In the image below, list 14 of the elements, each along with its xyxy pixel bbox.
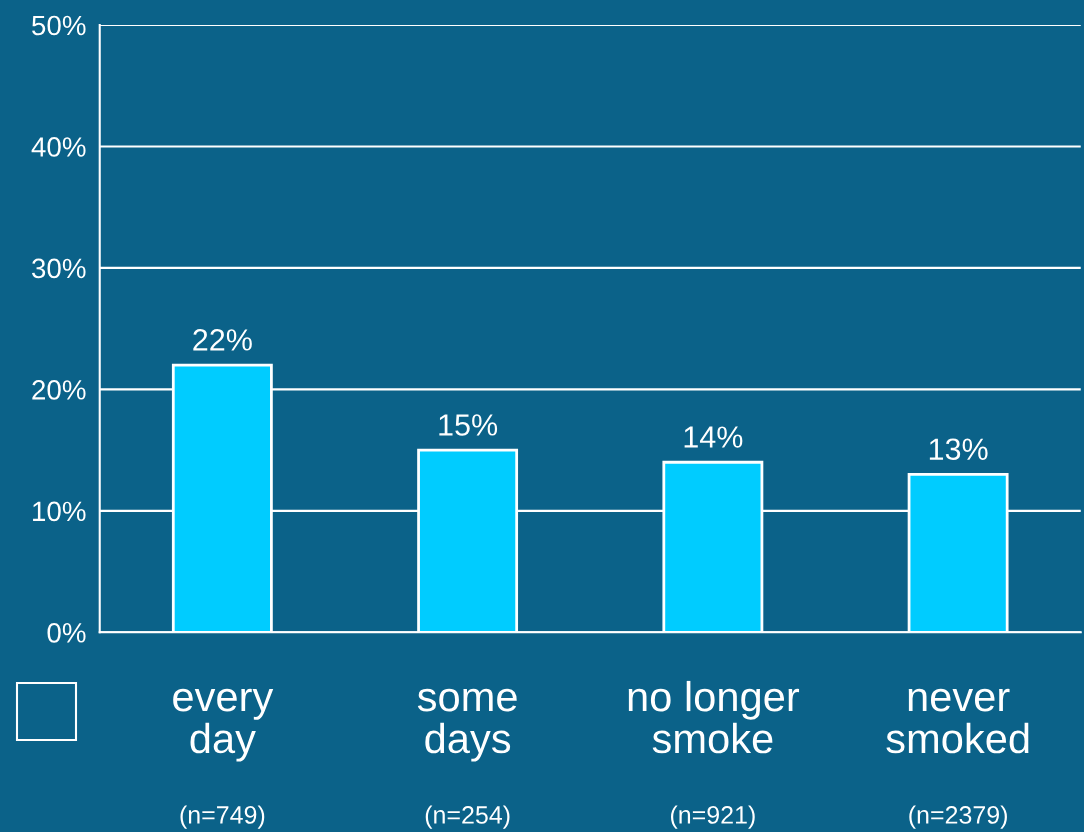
y-tick-label: 40% bbox=[31, 137, 86, 157]
x-tick-label: every day (n=749) bbox=[173, 688, 274, 829]
y-tick-label: 10% bbox=[33, 501, 86, 522]
y-tick-label: 0% bbox=[47, 622, 86, 643]
category-label: never smoked (n=2379) bbox=[886, 688, 1029, 829]
x-tick-label: some days (n=254) bbox=[417, 688, 517, 829]
data-label: 13% bbox=[929, 438, 988, 461]
data-label: 22% bbox=[193, 329, 252, 351]
y-tick-label: 50% bbox=[32, 15, 86, 36]
category-label: no longer smoke (n=921) bbox=[628, 680, 800, 829]
y-tick-label: 20% bbox=[32, 380, 86, 400]
data-label: 15% bbox=[439, 414, 498, 436]
data-label: 14% bbox=[684, 426, 743, 448]
y-tick-label: 30% bbox=[32, 258, 86, 279]
